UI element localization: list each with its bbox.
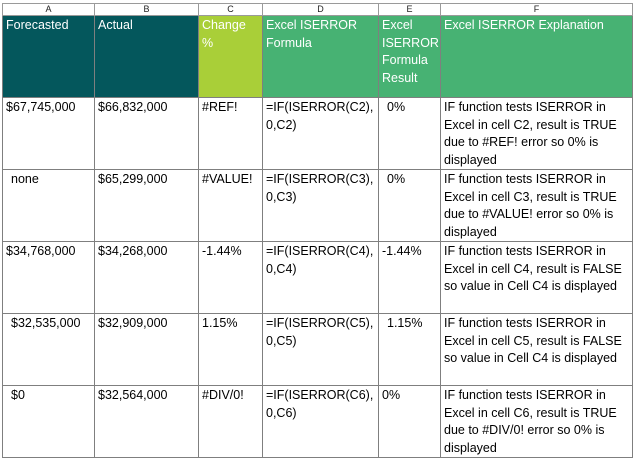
column-letter-c[interactable]: C [198, 3, 263, 16]
cell-formula[interactable]: =IF(ISERROR(C4),0,C4) [262, 241, 379, 314]
header-formula[interactable]: Excel ISERROR Formula [262, 15, 379, 98]
cell-forecasted[interactable]: $67,745,000 [2, 97, 95, 170]
cell-forecasted[interactable]: none [2, 169, 95, 242]
header-actual[interactable]: Actual [94, 15, 199, 98]
table-row: none $65,299,000 #VALUE! =IF(ISERROR(C3)… [2, 169, 633, 242]
cell-change[interactable]: #DIV/0! [198, 385, 263, 458]
cell-actual[interactable]: $32,909,000 [94, 313, 199, 386]
cell-explanation[interactable]: IF function tests ISERROR in Excel in ce… [440, 97, 633, 170]
cell-actual[interactable]: $32,564,000 [94, 385, 199, 458]
column-letter-a[interactable]: A [2, 3, 95, 16]
cell-forecasted[interactable]: $0 [2, 385, 95, 458]
cell-result[interactable]: -1.44% [378, 241, 441, 314]
column-letter-d[interactable]: D [262, 3, 379, 16]
cell-change[interactable]: #REF! [198, 97, 263, 170]
cell-explanation[interactable]: IF function tests ISERROR in Excel in ce… [440, 241, 633, 314]
cell-actual[interactable]: $66,832,000 [94, 97, 199, 170]
cell-change[interactable]: 1.15% [198, 313, 263, 386]
table-row: $67,745,000 $66,832,000 #REF! =IF(ISERRO… [2, 97, 633, 170]
cell-actual[interactable]: $34,268,000 [94, 241, 199, 314]
header-explanation[interactable]: Excel ISERROR Explanation [440, 15, 633, 98]
cell-formula[interactable]: =IF(ISERROR(C3),0,C3) [262, 169, 379, 242]
cell-explanation[interactable]: IF function tests ISERROR in Excel in ce… [440, 313, 633, 386]
header-row: Forecasted Actual Change % Excel ISERROR… [2, 15, 633, 98]
table-row: $34,768,000 $34,268,000 -1.44% =IF(ISERR… [2, 241, 633, 314]
header-result[interactable]: Excel ISERROR Formula Result [378, 15, 441, 98]
cell-change[interactable]: #VALUE! [198, 169, 263, 242]
cell-formula[interactable]: =IF(ISERROR(C2),0,C2) [262, 97, 379, 170]
column-letter-row: A B C D E F [2, 3, 633, 16]
cell-change[interactable]: -1.44% [198, 241, 263, 314]
cell-result[interactable]: 0% [378, 385, 441, 458]
cell-explanation[interactable]: IF function tests ISERROR in Excel in ce… [440, 385, 633, 458]
cell-forecasted[interactable]: $34,768,000 [2, 241, 95, 314]
cell-result[interactable]: 0% [378, 97, 441, 170]
cell-forecasted[interactable]: $32,535,000 [2, 313, 95, 386]
column-letter-e[interactable]: E [378, 3, 441, 16]
cell-result[interactable]: 1.15% [378, 313, 441, 386]
column-letter-b[interactable]: B [94, 3, 199, 16]
header-forecasted[interactable]: Forecasted [2, 15, 95, 98]
cell-explanation[interactable]: IF function tests ISERROR in Excel in ce… [440, 169, 633, 242]
header-change[interactable]: Change % [198, 15, 263, 98]
column-letter-f[interactable]: F [440, 3, 633, 16]
cell-result[interactable]: 0% [378, 169, 441, 242]
spreadsheet-table: A B C D E F Forecasted Actual Change % E… [2, 3, 633, 458]
table-row: $32,535,000 $32,909,000 1.15% =IF(ISERRO… [2, 313, 633, 386]
table-row: $0 $32,564,000 #DIV/0! =IF(ISERROR(C6),0… [2, 385, 633, 458]
cell-formula[interactable]: =IF(ISERROR(C6),0,C6) [262, 385, 379, 458]
cell-formula[interactable]: =IF(ISERROR(C5),0,C5) [262, 313, 379, 386]
cell-actual[interactable]: $65,299,000 [94, 169, 199, 242]
